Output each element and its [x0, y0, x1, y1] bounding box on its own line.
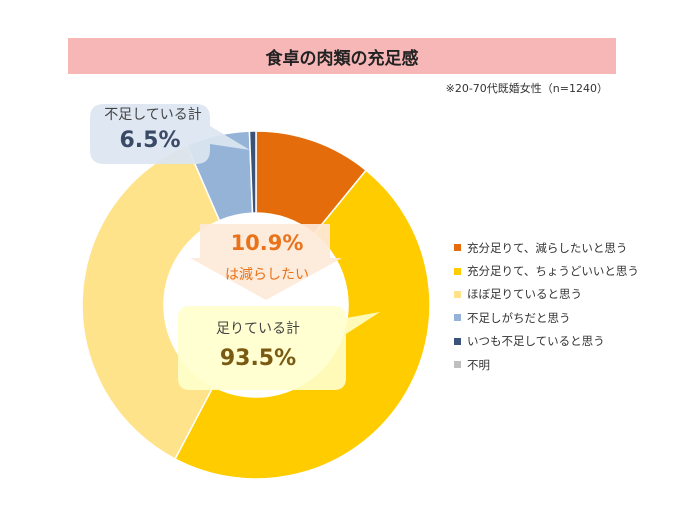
legend-label: 充分足りて、減らしたいと思う [467, 240, 628, 255]
legend-swatch [454, 244, 461, 252]
legend-label: 不足しがちだと思う [467, 310, 571, 325]
legend-label: いつも不足していると思う [467, 334, 605, 349]
reduce-callout-arrow [190, 224, 342, 300]
shortage-total-value: 6.5% [119, 128, 181, 153]
sufficient-callout-bubble [178, 306, 380, 390]
sufficient-total-value: 93.5% [219, 346, 297, 371]
reduce-label: は減らしたい [225, 267, 309, 283]
legend-swatch [454, 337, 461, 345]
shortage-callout-bubble [90, 104, 250, 164]
legend-item: 充分足りて、減らしたいと思う [454, 236, 639, 259]
donut-slice-2 [81, 144, 221, 461]
legend-swatch [454, 314, 461, 322]
legend-item: ほぼ足りていると思う [454, 283, 639, 306]
legend-item: いつも不足していると思う [454, 330, 639, 353]
legend-label: ほぼ足りていると思う [467, 287, 582, 302]
legend-item: 充分足りて、ちょうどいいと思う [454, 259, 639, 282]
legend-item: 不足しがちだと思う [454, 306, 639, 329]
legend-label: 充分足りて、ちょうどいいと思う [467, 264, 639, 279]
legend-swatch [454, 361, 461, 369]
reduce-value: 10.9% [230, 231, 304, 255]
chart-legend: 充分足りて、減らしたいと思う 充分足りて、ちょうどいいと思う ほぼ足りていると思う不… [454, 236, 639, 376]
chart-title: 食卓の肉類の充足感 [68, 38, 616, 74]
donut-slice-4 [248, 130, 257, 214]
legend-swatch [454, 267, 461, 275]
shortage-total-label: 不足している計 [104, 107, 202, 123]
legend-item: 不明 [454, 353, 639, 376]
sample-note: ※20-70代既婚女性（n=1240） [445, 82, 608, 95]
sufficient-total-label: 足りている計 [216, 321, 300, 337]
legend-swatch [454, 290, 461, 298]
legend-label: 不明 [467, 357, 490, 372]
